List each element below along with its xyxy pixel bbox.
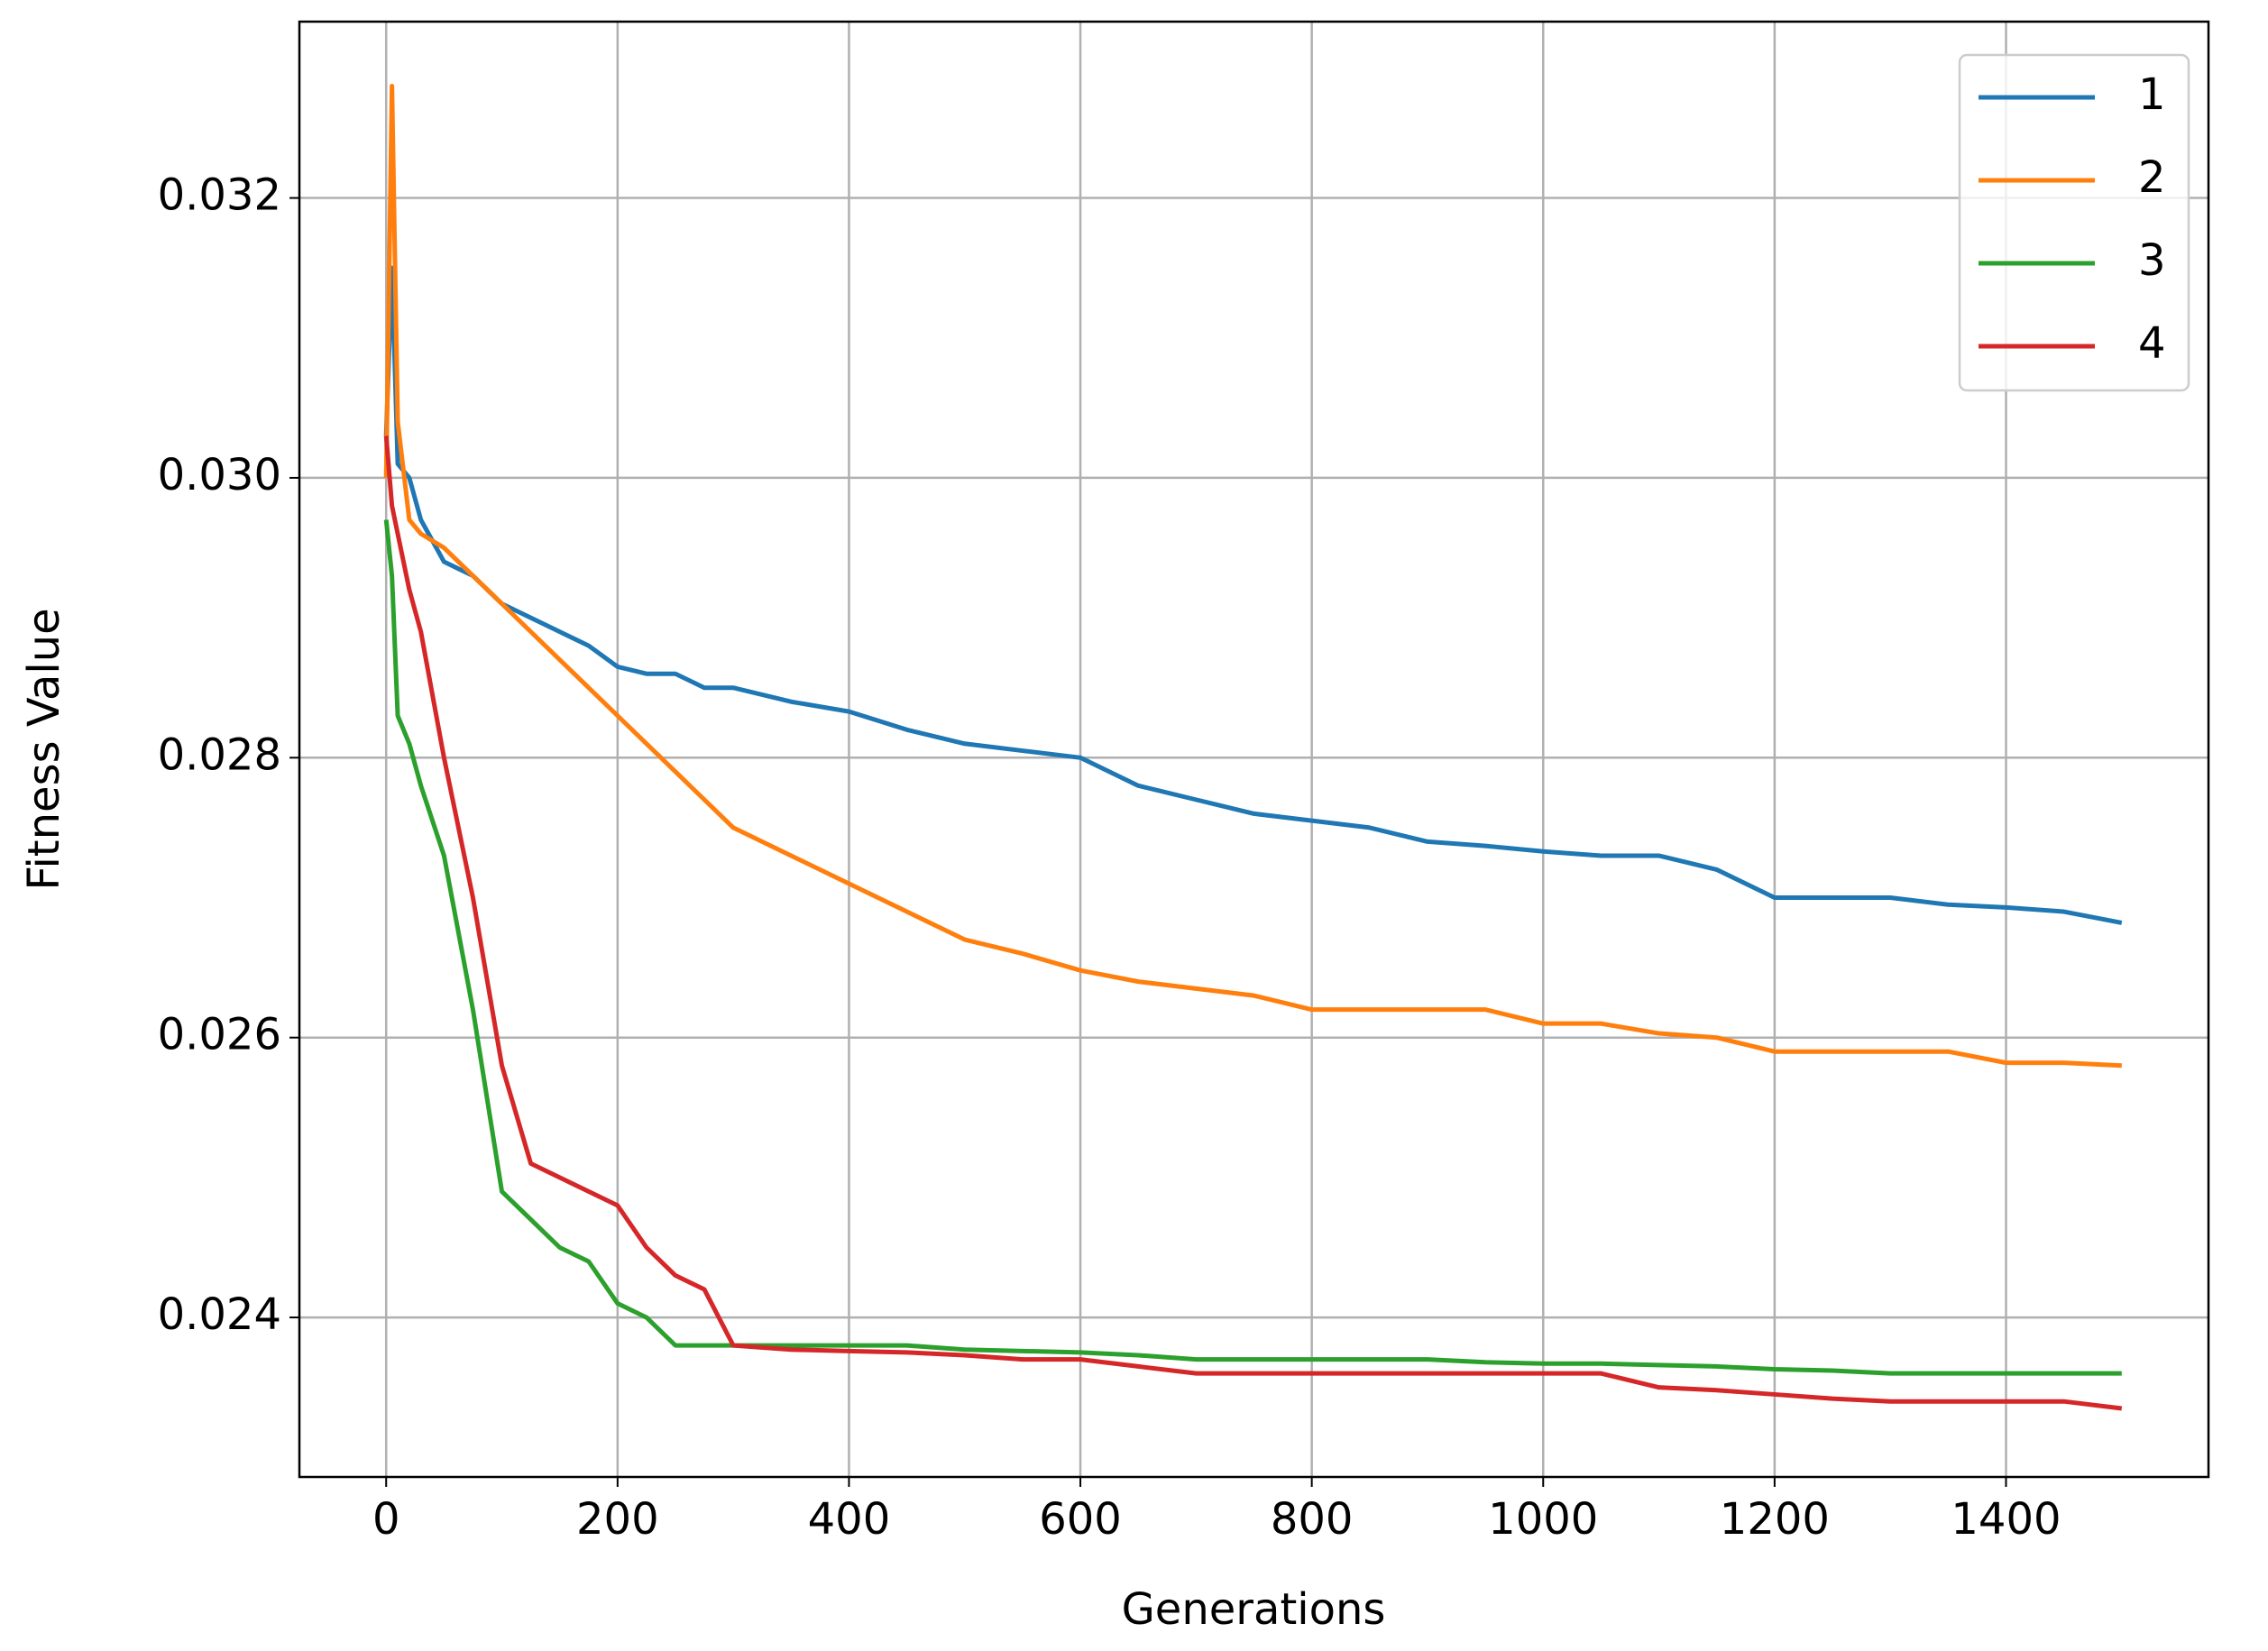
- x-tick-label: 0: [372, 1494, 400, 1545]
- y-tick-label: 0.024: [158, 1289, 281, 1340]
- legend-label: 2: [2138, 152, 2166, 203]
- legend-box: [1958, 53, 2190, 392]
- y-axis-label: Fitness Value: [19, 608, 69, 890]
- series-line: [383, 83, 2122, 1069]
- x-axis-label: Generations: [1122, 1584, 1386, 1635]
- x-tick-label: 600: [1039, 1494, 1122, 1545]
- x-tick-label: 400: [808, 1494, 891, 1545]
- x-tick-label: 1200: [1720, 1494, 1830, 1545]
- x-tick-label: 1000: [1488, 1494, 1598, 1545]
- series-line: [383, 436, 2123, 1411]
- x-tick-label: 1400: [1951, 1494, 2061, 1545]
- y-tick-label: 0.032: [158, 170, 281, 221]
- legend-label: 1: [2138, 69, 2166, 120]
- legend-label: 4: [2138, 318, 2166, 369]
- x-tick-label: 200: [576, 1494, 659, 1545]
- y-tick-label: 0.028: [158, 729, 281, 780]
- plot-frame: [298, 20, 2210, 1479]
- y-tick-label: 0.026: [158, 1010, 281, 1060]
- legend-label: 3: [2138, 235, 2166, 286]
- series-line: [383, 519, 2122, 1376]
- x-tick-label: 800: [1271, 1494, 1354, 1545]
- y-tick-label: 0.030: [158, 450, 281, 500]
- series-line: [383, 265, 2123, 925]
